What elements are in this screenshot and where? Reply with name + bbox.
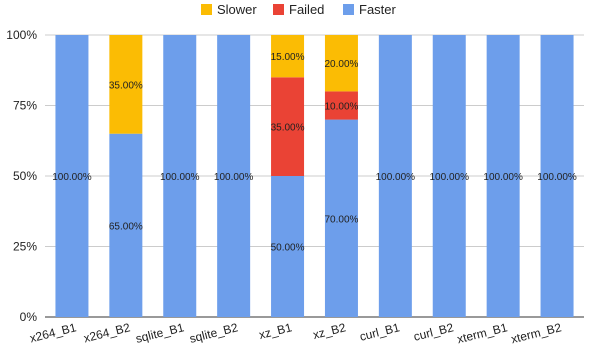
bar-segment-faster	[109, 133, 143, 317]
data-label: 70.00%	[324, 214, 358, 225]
data-label: 100.00%	[430, 172, 470, 183]
y-tick-label: 25%	[13, 240, 37, 254]
x-tick-label: curl_B1	[358, 320, 401, 344]
y-tick-label: 50%	[13, 169, 37, 183]
bar-segment-faster	[163, 35, 197, 317]
x-tick-label: xz_B2	[311, 320, 347, 342]
legend: Slower Failed Faster	[201, 2, 397, 17]
legend-label: Faster	[359, 2, 397, 17]
data-label: 50.00%	[271, 243, 305, 254]
bar-segment-faster	[540, 35, 574, 317]
x-tick-label: sqlite_B1	[134, 320, 186, 346]
bar-segment-faster	[378, 35, 412, 317]
data-label: 10.00%	[324, 102, 358, 113]
x-tick-label: xz_B1	[258, 320, 294, 342]
bar-segment-slower	[324, 35, 358, 92]
y-tick-label: 100%	[6, 28, 37, 42]
bar-segment-faster	[217, 35, 251, 317]
bar-segment-faster	[432, 35, 466, 317]
data-label: 100.00%	[483, 172, 523, 183]
legend-label: Failed	[289, 2, 324, 17]
bar-segment-faster	[324, 119, 358, 317]
x-tick-label: x264_B2	[82, 320, 132, 345]
bars	[55, 35, 574, 317]
data-label: 100.00%	[537, 172, 577, 183]
legend-label: Slower	[217, 2, 257, 17]
legend-item-failed: Failed	[273, 2, 324, 17]
x-tick-label: sqlite_B2	[188, 320, 240, 346]
bar-segment-failed	[271, 77, 305, 176]
data-labels: 100.00% 65.00% 35.00% 100.00% 100.00% 50.00% 3…	[52, 52, 577, 253]
data-label: 35.00%	[271, 123, 305, 134]
bar-segment-slower	[109, 35, 143, 134]
data-label: 15.00%	[271, 52, 305, 63]
legend-item-slower: Slower	[201, 2, 257, 17]
bar-segment-faster	[55, 35, 89, 317]
x-tick-label: xterm_B2	[510, 320, 564, 346]
data-label: 35.00%	[109, 80, 143, 91]
data-label: 100.00%	[52, 172, 92, 183]
data-label: 20.00%	[324, 59, 358, 70]
legend-swatch	[273, 4, 284, 15]
x-tick-label: curl_B2	[412, 320, 455, 344]
data-label: 100.00%	[160, 172, 200, 183]
legend-swatch	[343, 4, 354, 15]
bar-segment-faster	[271, 176, 305, 317]
legend-swatch	[201, 4, 212, 15]
y-tick-label: 75%	[13, 99, 37, 113]
x-tick-label: xterm_B1	[456, 320, 510, 346]
legend-item-faster: Faster	[343, 2, 397, 17]
bar-segment-slower	[271, 35, 305, 78]
y-axis-tick-labels: 0% 25% 50% 75% 100%	[6, 28, 37, 324]
bar-segment-faster	[486, 35, 520, 317]
y-tick-label: 0%	[20, 310, 38, 324]
x-axis-tick-labels: x264_B1 x264_B2 sqlite_B1 sqlite_B2 xz_B1 xz_…	[28, 320, 563, 346]
data-label: 100.00%	[214, 172, 254, 183]
data-label: 100.00%	[376, 172, 416, 183]
bar-segment-failed	[324, 91, 358, 120]
data-label: 65.00%	[109, 221, 143, 232]
x-tick-label: x264_B1	[28, 320, 78, 345]
